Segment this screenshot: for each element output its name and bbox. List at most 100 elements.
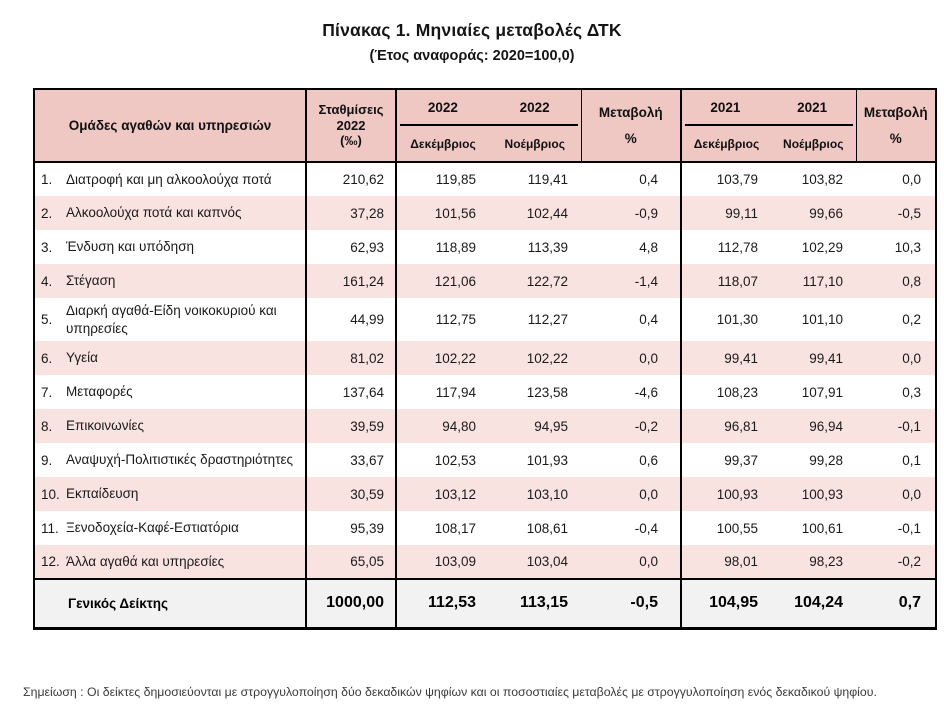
weight-cell: 44,99: [306, 298, 397, 342]
header-change-2021: Μεταβολή %: [855, 89, 936, 163]
index-dec-2021-cell: 100,93: [681, 477, 771, 512]
row-number-cell: 12.: [34, 545, 66, 580]
header-year-2021-dec: 2021: [710, 99, 741, 115]
total-index-dec-2022-cell: 112,53: [396, 578, 489, 629]
index-nov-2021-cell: 99,28: [771, 443, 856, 478]
table-row: 10. Εκπαίδευση 30,59 103,12 103,10 0,0 100,93 1…: [34, 477, 936, 512]
change-2022-cell: 0,0: [581, 341, 682, 376]
header-change-2021-line2: %: [889, 130, 902, 146]
index-dec-2021-cell: 112,78: [681, 230, 771, 264]
total-index-dec-2021-cell: 104,95: [681, 578, 771, 629]
row-number-cell: 6.: [34, 341, 66, 376]
weight-cell: 65,05: [306, 545, 397, 580]
index-nov-2022-cell: 94,95: [489, 409, 581, 444]
header-month-nov-2021: Νοέμβριος: [771, 126, 856, 163]
header-weights-line3: (‰): [340, 133, 362, 149]
page-title: Πίνακας 1. Μηνιαίες μεταβολές ΔΤΚ: [322, 20, 622, 40]
header-change-2021-line1: Μεταβολή: [863, 104, 928, 120]
table-body: 1. Διατροφή και μη αλκοολούχα ποτά 210,62 1…: [34, 162, 936, 580]
index-nov-2022-cell: 113,39: [489, 230, 581, 264]
index-nov-2021-cell: 96,94: [771, 409, 856, 444]
category-cell: Άλλα αγαθά και υπηρεσίες: [66, 545, 307, 580]
index-nov-2021-cell: 100,93: [771, 477, 856, 512]
total-row: Γενικός Δείκτης 1000,00 112,53 113,15 -0…: [34, 578, 936, 629]
year-group-underline: [400, 124, 578, 126]
category-cell: Αναψυχή-Πολιτιστικές δραστηριότητες: [66, 443, 307, 478]
index-nov-2022-cell: 102,44: [489, 196, 581, 230]
change-2022-cell: 0,0: [581, 477, 682, 512]
index-dec-2022-cell: 121,06: [396, 264, 489, 298]
index-nov-2022-cell: 112,27: [489, 298, 581, 342]
total-change-2021-cell: 0,7: [856, 578, 936, 629]
index-nov-2021-cell: 101,10: [771, 298, 856, 342]
total-weight-cell: 1000,00: [306, 578, 397, 629]
table-row: 4. Στέγαση 161,24 121,06 122,72 -1,4 118,07 117…: [34, 264, 936, 298]
change-2022-cell: 0,4: [581, 298, 682, 342]
row-number-cell: 8.: [34, 409, 66, 444]
table-row: 6. Υγεία 81,02 102,22 102,22 0,0 99,41 99,41 0,0: [34, 341, 936, 376]
row-number-cell: 5.: [34, 298, 66, 342]
table-row: 12. Άλλα αγαθά και υπηρεσίες 65,05 103,09 10…: [34, 545, 936, 580]
page-subtitle: (Έτος αναφοράς: 2020=100,0): [369, 48, 575, 64]
change-2021-cell: -0,1: [856, 409, 936, 444]
index-nov-2022-cell: 102,22: [489, 341, 581, 376]
table-row: 8. Επικοινωνίες 39,59 94,80 94,95 -0,2 96,81 96…: [34, 409, 936, 444]
category-cell: Διαρκή αγαθά-Είδη νοικοκυριού και υπηρεσ…: [66, 298, 307, 342]
index-dec-2022-cell: 103,12: [396, 477, 489, 512]
header-year-group-2021: 2021 2021: [681, 89, 857, 126]
header-year-2022-dec: 2022: [427, 99, 458, 115]
header-weights: Σταθμίσεις 2022 (‰): [306, 89, 397, 163]
table-row: 2. Αλκοολούχα ποτά και καπνός 37,28 101,56 1…: [34, 196, 936, 230]
index-dec-2022-cell: 103,09: [396, 545, 489, 580]
index-nov-2022-cell: 123,58: [489, 375, 581, 410]
weight-cell: 39,59: [306, 409, 397, 444]
change-2021-cell: -0,1: [856, 511, 936, 546]
header-month-dec-2022: Δεκέμβριος: [396, 126, 489, 163]
table-row: 11. Ξενοδοχεία-Καφέ-Εστιατόρια 95,39 108,17…: [34, 511, 936, 546]
row-number-cell: 11.: [34, 511, 66, 546]
index-nov-2021-cell: 99,66: [771, 196, 856, 230]
change-2022-cell: -1,4: [581, 264, 682, 298]
category-cell: Διατροφή και μη αλκοολούχα ποτά: [66, 162, 307, 196]
table-row: 7. Μεταφορές 137,64 117,94 123,58 -4,6 108,23 1…: [34, 375, 936, 410]
total-index-nov-2021-cell: 104,24: [771, 578, 856, 629]
category-cell: Στέγαση: [66, 264, 307, 298]
index-dec-2022-cell: 102,22: [396, 341, 489, 376]
total-label-cell: Γενικός Δείκτης: [34, 578, 307, 629]
change-2022-cell: 0,4: [581, 162, 682, 196]
index-nov-2021-cell: 103,82: [771, 162, 856, 196]
index-dec-2022-cell: 119,85: [396, 162, 489, 196]
header-weights-line1: Σταθμίσεις: [318, 102, 384, 118]
index-dec-2022-cell: 112,75: [396, 298, 489, 342]
weight-cell: 30,59: [306, 477, 397, 512]
weight-cell: 33,67: [306, 443, 397, 478]
index-nov-2021-cell: 98,23: [771, 545, 856, 580]
index-dec-2021-cell: 99,41: [681, 341, 771, 376]
category-cell: Ένδυση και υπόδηση: [66, 230, 307, 264]
change-2022-cell: 4,8: [581, 230, 682, 264]
index-nov-2021-cell: 100,61: [771, 511, 856, 546]
category-cell: Μεταφορές: [66, 375, 307, 410]
category-cell: Ξενοδοχεία-Καφέ-Εστιατόρια: [66, 511, 307, 546]
row-number-cell: 7.: [34, 375, 66, 410]
change-2022-cell: -0,2: [581, 409, 682, 444]
row-number-cell: 4.: [34, 264, 66, 298]
index-nov-2022-cell: 103,04: [489, 545, 581, 580]
index-dec-2021-cell: 118,07: [681, 264, 771, 298]
table-footer: Γενικός Δείκτης 1000,00 112,53 113,15 -0…: [34, 578, 936, 629]
header-year-2022-nov: 2022: [519, 99, 550, 115]
index-dec-2022-cell: 102,53: [396, 443, 489, 478]
total-change-2022-cell: -0,5: [581, 578, 682, 629]
header-row-years: Ομάδες αγαθών και υπηρεσιών Σταθμίσεις 2…: [34, 89, 936, 163]
index-dec-2021-cell: 100,55: [681, 511, 771, 546]
change-2021-cell: 0,3: [856, 375, 936, 410]
category-cell: Επικοινωνίες: [66, 409, 307, 444]
index-dec-2022-cell: 108,17: [396, 511, 489, 546]
weight-cell: 137,64: [306, 375, 397, 410]
weight-cell: 37,28: [306, 196, 397, 230]
header-groups: Ομάδες αγαθών και υπηρεσιών: [34, 89, 307, 163]
index-dec-2021-cell: 96,81: [681, 409, 771, 444]
footnote: Σημείωση : Οι δείκτες δημοσιεύονται με σ…: [23, 685, 877, 699]
index-nov-2022-cell: 101,93: [489, 443, 581, 478]
year-group-underline: [685, 124, 853, 126]
